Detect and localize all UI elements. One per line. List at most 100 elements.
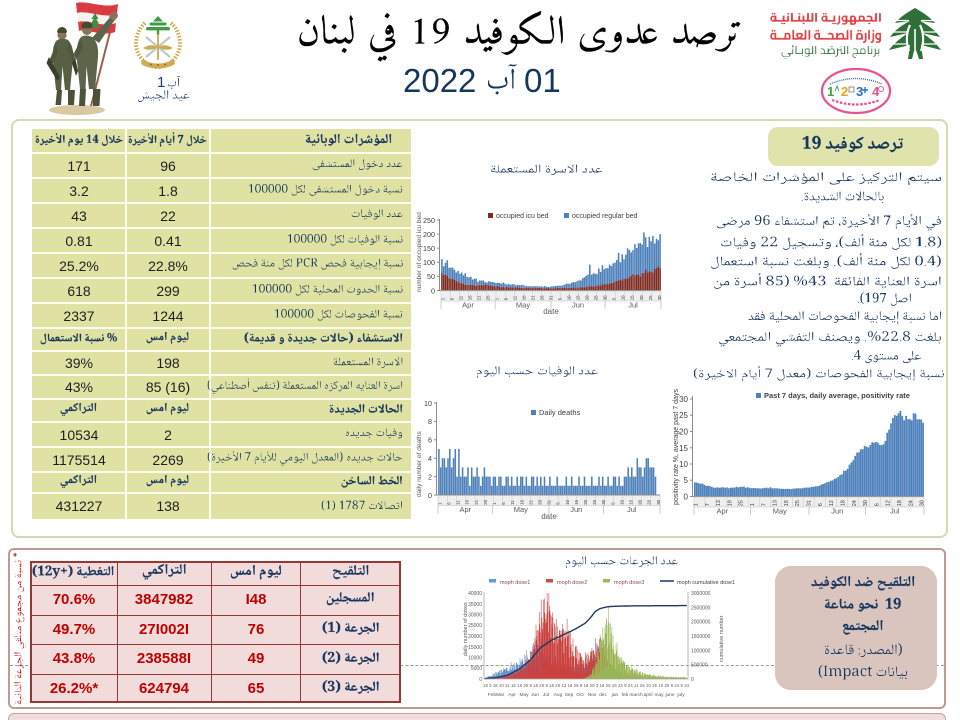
svg-text:Apr: Apr: [462, 301, 474, 310]
svg-text:feb: feb: [622, 692, 629, 698]
svg-text:Nov: Nov: [588, 692, 597, 698]
svg-text:date: date: [541, 512, 557, 521]
svg-text:0: 0: [691, 677, 694, 683]
svg-text:moph dose3: moph dose3: [614, 580, 644, 586]
svg-text:2500000: 2500000: [691, 605, 711, 611]
svg-text:500000: 500000: [691, 663, 708, 669]
svg-text:10: 10: [619, 499, 624, 504]
svg-text:date: date: [543, 307, 559, 316]
svg-text:1: 1: [827, 84, 834, 99]
svg-text:0: 0: [479, 677, 482, 683]
svg-text:25000: 25000: [468, 623, 482, 629]
svg-text:25: 25: [592, 499, 597, 504]
svg-text:16: 16: [468, 295, 473, 300]
svg-text:Aug: Aug: [554, 692, 563, 698]
svg-text:Jul: Jul: [890, 507, 900, 516]
svg-text:0: 0: [428, 491, 432, 500]
svg-text:20: 20: [639, 295, 644, 300]
svg-text:0: 0: [684, 493, 689, 502]
svg-text:Jun: Jun: [570, 505, 582, 514]
svg-text:20: 20: [679, 428, 688, 437]
svg-text:Apr: Apr: [459, 505, 471, 514]
svg-text:4: 4: [428, 454, 432, 463]
svg-text:20000: 20000: [468, 634, 482, 640]
svg-text:positivity rate %, average pas: positivity rate %, average past 7 days: [673, 389, 680, 505]
svg-text:6: 6: [449, 297, 454, 300]
svg-text:20: 20: [583, 499, 588, 504]
svg-text:FebMar: FebMar: [488, 692, 505, 698]
svg-text:11: 11: [513, 295, 518, 300]
svg-text:6: 6: [818, 503, 824, 506]
svg-text:5: 5: [558, 297, 563, 300]
svg-text:5: 5: [556, 502, 561, 505]
svg-text:6: 6: [428, 436, 432, 445]
svg-text:10: 10: [621, 295, 626, 300]
svg-text:25: 25: [647, 499, 652, 504]
svg-text:daily number of doses: daily number of doses: [463, 602, 469, 656]
svg-text:occupied regular bed: occupied regular bed: [572, 213, 637, 220]
svg-text:april: april: [643, 692, 652, 698]
svg-text:15: 15: [574, 499, 579, 504]
svg-text:number of occupied icu bed: number of occupied icu bed: [416, 212, 423, 292]
svg-text:june: june: [664, 692, 674, 698]
svg-text:31: 31: [547, 499, 552, 504]
svg-text:6: 6: [874, 503, 880, 506]
svg-text:11: 11: [458, 295, 463, 300]
svg-text:6: 6: [504, 297, 509, 300]
svg-text:cumulative number: cumulative number: [719, 615, 725, 662]
svg-text:daily number of deaths: daily number of deaths: [416, 430, 423, 497]
svg-text:3000000: 3000000: [691, 591, 711, 597]
svg-text:1: 1: [750, 503, 756, 506]
svg-text:1: 1: [495, 297, 500, 300]
svg-text:30: 30: [920, 500, 926, 506]
svg-text:12: 12: [829, 500, 835, 506]
svg-text:16: 16: [465, 499, 470, 504]
svg-text:21: 21: [531, 295, 536, 300]
svg-text:40000: 40000: [468, 591, 482, 597]
svg-text:7: 7: [761, 503, 767, 506]
svg-text:Jun: Jun: [572, 301, 584, 310]
svg-text:30000: 30000: [468, 613, 482, 619]
svg-text:16: 16: [519, 499, 524, 504]
svg-text:Jun: Jun: [831, 507, 843, 516]
svg-text:moph dose2: moph dose2: [557, 580, 587, 586]
svg-text:Jul: Jul: [627, 505, 637, 514]
svg-text:1: 1: [693, 503, 699, 506]
svg-text:May: May: [514, 505, 528, 514]
svg-text:50: 50: [427, 272, 435, 281]
svg-text:24: 24: [852, 500, 858, 506]
svg-text:150: 150: [423, 244, 435, 253]
svg-text:21: 21: [528, 499, 533, 504]
svg-text:25: 25: [739, 500, 745, 506]
svg-text:Jul: Jul: [543, 692, 549, 698]
svg-text:30: 30: [601, 499, 606, 504]
svg-text:10: 10: [565, 499, 570, 504]
svg-text:30: 30: [679, 395, 688, 404]
svg-text:moph cumulative dose1: moph cumulative dose1: [677, 580, 735, 586]
svg-text:moph dose1: moph dose1: [500, 580, 530, 586]
svg-text:200: 200: [423, 230, 435, 239]
svg-text:jan: jan: [611, 692, 619, 698]
svg-text:occupied icu bed: occupied icu bed: [496, 213, 549, 220]
svg-text:1000000: 1000000: [691, 648, 711, 654]
svg-text:15: 15: [576, 295, 581, 300]
svg-text:july: july: [676, 692, 685, 698]
svg-text:1: 1: [492, 502, 497, 505]
svg-text:11: 11: [456, 500, 461, 505]
svg-text:25: 25: [594, 295, 599, 300]
svg-text:15: 15: [630, 295, 635, 300]
svg-text:10: 10: [679, 460, 688, 469]
svg-text:0: 0: [431, 286, 435, 295]
svg-text:May: May: [773, 507, 787, 516]
svg-text:19: 19: [784, 500, 790, 506]
svg-text:25: 25: [648, 295, 653, 300]
svg-text:31: 31: [549, 295, 554, 300]
svg-text:1: 1: [440, 297, 445, 300]
svg-text:30: 30: [863, 500, 869, 506]
svg-text:3: 3: [856, 84, 863, 99]
svg-text:Apr: Apr: [508, 692, 516, 698]
svg-text:25: 25: [795, 500, 801, 506]
svg-text:Jun: Jun: [531, 692, 539, 698]
svg-text:26: 26: [483, 499, 488, 504]
svg-text:5: 5: [610, 502, 615, 505]
